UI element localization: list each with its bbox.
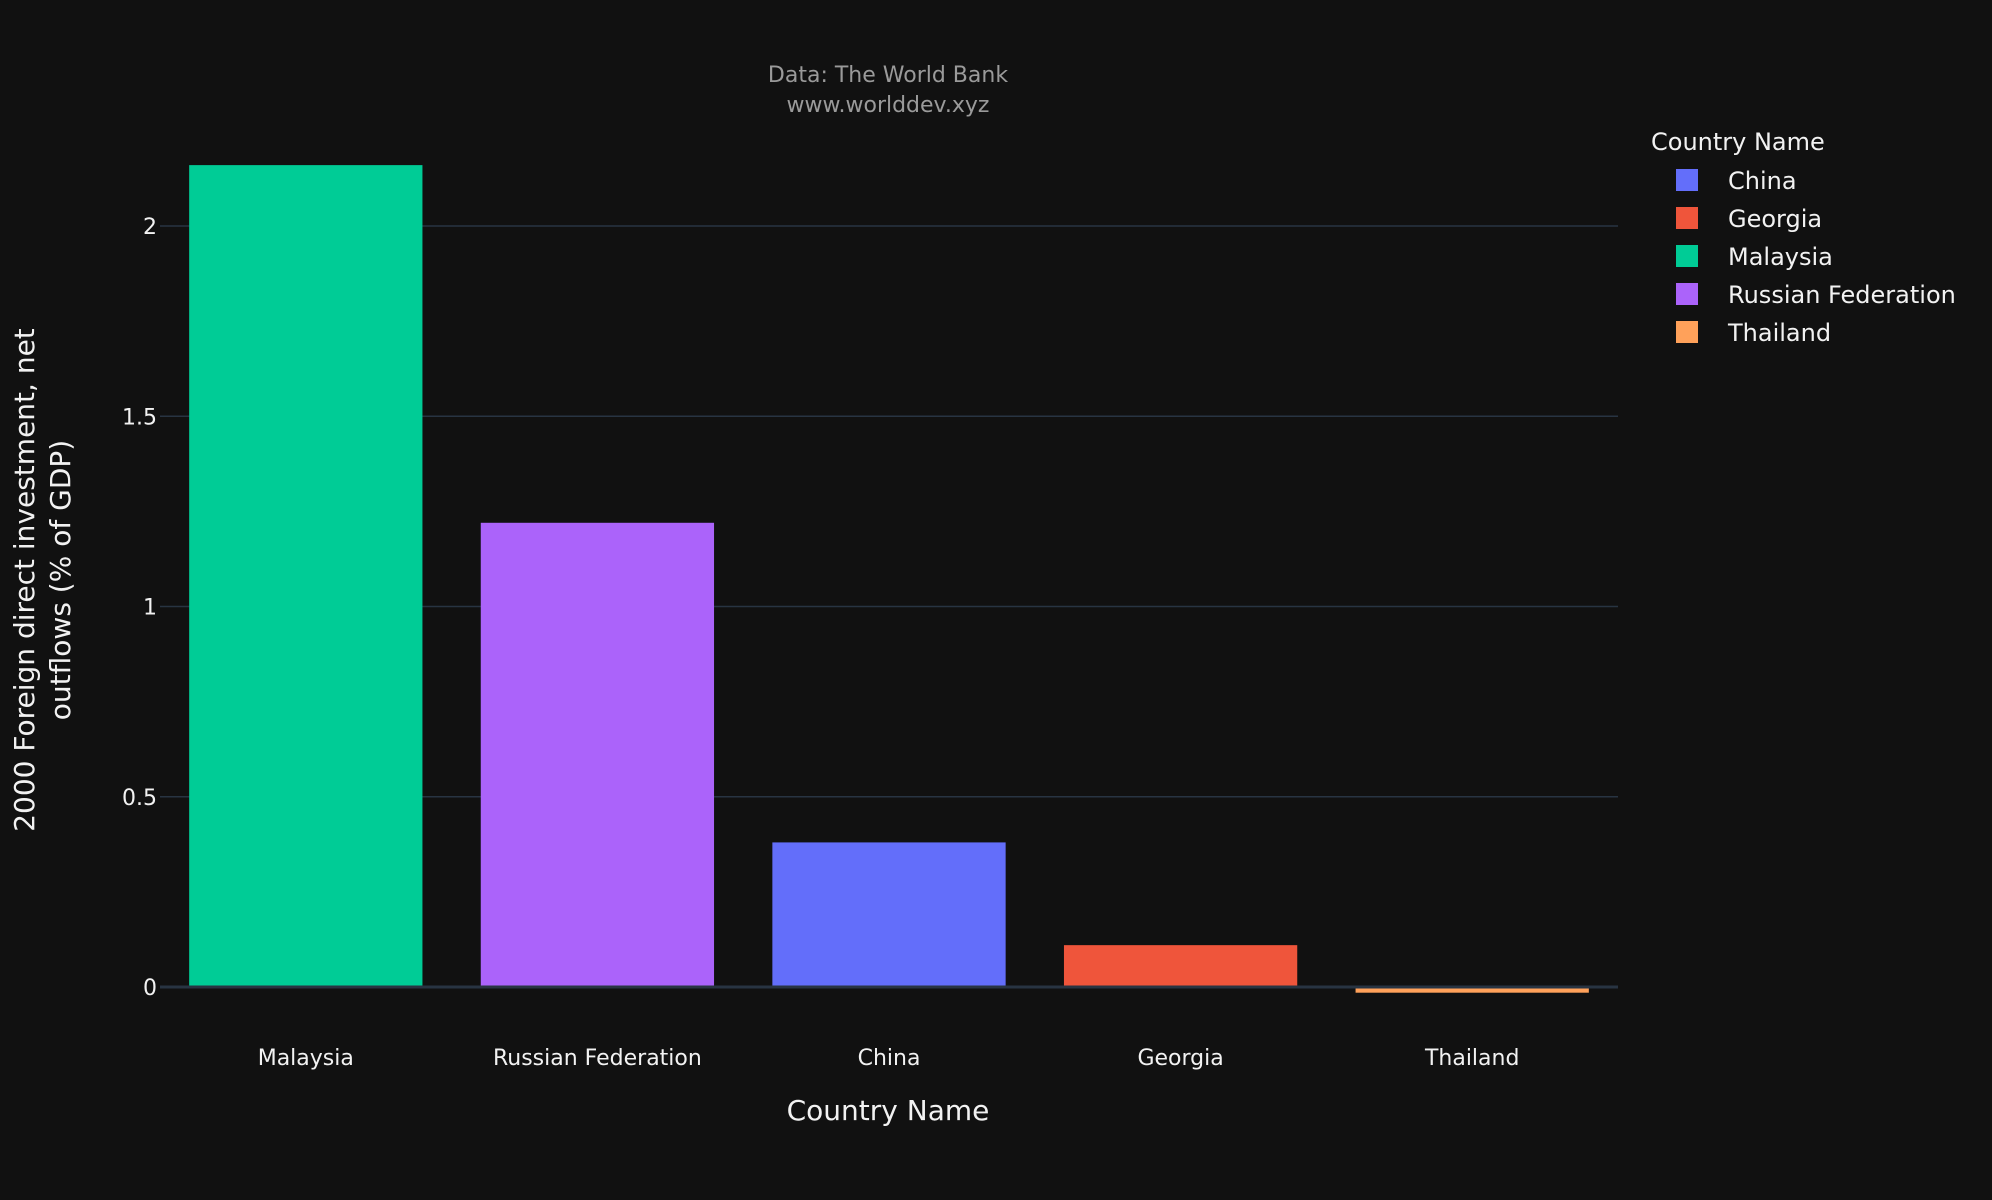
x-tick-label: China xyxy=(858,1046,921,1071)
y-tick-label: 0 xyxy=(143,976,157,1001)
legend-label: China xyxy=(1728,167,1797,195)
bar[interactable] xyxy=(772,842,1006,987)
y-axis-title: 2000 Foreign direct investment, net outf… xyxy=(8,328,77,832)
y-axis-ticks: 0 0.5 1 1.5 2 xyxy=(122,215,157,1001)
legend-item[interactable]: Malaysia xyxy=(1676,243,1833,271)
subtitle-line-1: Data: The World Bank xyxy=(768,63,1008,88)
legend-label: Thailand xyxy=(1727,319,1831,347)
legend-item[interactable]: Georgia xyxy=(1676,205,1822,233)
y-tick-label: 2 xyxy=(143,215,157,240)
x-tick-label: Russian Federation xyxy=(493,1046,702,1071)
chart-subtitle: Data: The World Bank www.worlddev.xyz xyxy=(768,63,1008,118)
x-tick-label: Malaysia xyxy=(258,1046,354,1071)
legend-swatch xyxy=(1676,169,1698,191)
legend-title: Country Name xyxy=(1651,128,1825,156)
legend-swatch xyxy=(1676,245,1698,267)
legend-label: Malaysia xyxy=(1728,243,1833,271)
legend-item[interactable]: Thailand xyxy=(1676,319,1831,347)
legend-swatch xyxy=(1676,207,1698,229)
legend-swatch xyxy=(1676,283,1698,305)
bar[interactable] xyxy=(1355,987,1589,993)
bar[interactable] xyxy=(189,165,423,987)
legend-item[interactable]: Russian Federation xyxy=(1676,281,1956,309)
y-axis-title-line-2: outflows (% of GDP) xyxy=(44,440,77,720)
legend-label: Georgia xyxy=(1728,205,1822,233)
x-tick-label: Georgia xyxy=(1137,1046,1223,1071)
x-axis-ticks: Malaysia Russian Federation China Georgia Th… xyxy=(258,1046,1520,1071)
legend-item[interactable]: China xyxy=(1676,167,1797,195)
subtitle-line-2: www.worlddev.xyz xyxy=(787,93,990,118)
bar[interactable] xyxy=(480,522,715,987)
y-axis-title-line-1: 2000 Foreign direct investment, net xyxy=(8,328,41,832)
legend-swatch xyxy=(1676,321,1698,343)
bars xyxy=(189,165,1589,993)
y-tick-label: 1.5 xyxy=(122,405,157,430)
y-tick-label: 1 xyxy=(143,596,157,621)
y-tick-label: 0.5 xyxy=(122,786,157,811)
legend-label: Russian Federation xyxy=(1728,281,1956,309)
bar[interactable] xyxy=(1063,945,1298,987)
x-tick-label: Thailand xyxy=(1424,1046,1519,1071)
legend: Country Name China Georgia Malaysia Russian… xyxy=(1651,128,1956,347)
x-axis-title: Country Name xyxy=(787,1094,990,1127)
